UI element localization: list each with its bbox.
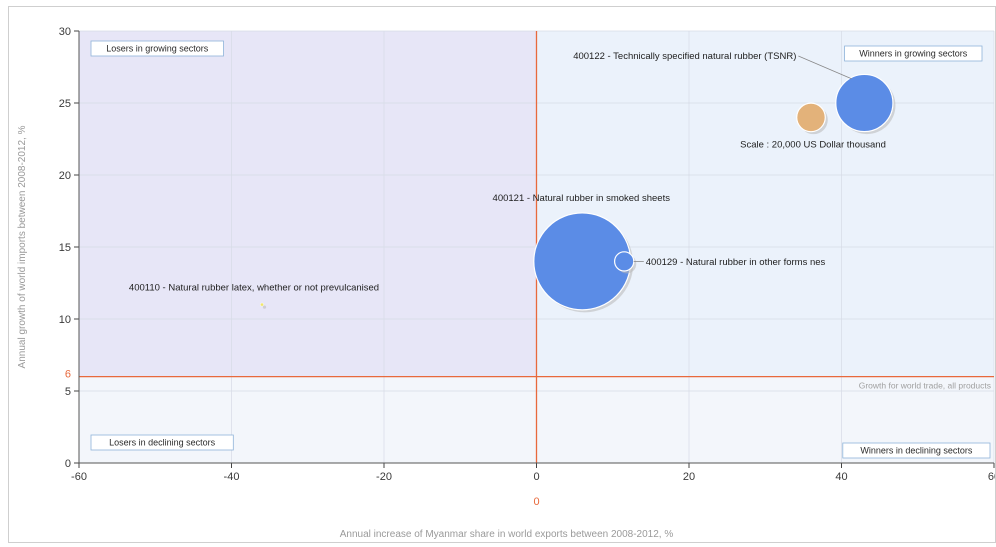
reference-x-value: 0 xyxy=(533,496,539,508)
quadrant-top-left xyxy=(79,31,537,377)
x-tick-label: -20 xyxy=(376,471,392,483)
reference-y-value: 6 xyxy=(65,369,71,381)
quadrant-label-bottom-right-box xyxy=(842,442,991,459)
axes: -60 -40 -20 0 20 40 60 0 5 10 15 20 25 30 xyxy=(59,26,996,483)
bubbles xyxy=(260,73,896,313)
y-tick-label: 0 xyxy=(65,458,71,470)
x-tick-label: 20 xyxy=(683,471,695,483)
quadrant-label-top-left: Losers in growing sectors xyxy=(106,44,209,54)
quadrant-labels: Losers in growing sectors Winners in grow… xyxy=(90,40,991,459)
quadrant-label-bottom-right: Winners in declining sectors xyxy=(860,446,973,456)
chart-frame: 0 6 Growth for world trade, all products -… xyxy=(8,6,996,543)
y-tick-label: 30 xyxy=(59,26,71,38)
quadrant-label-top-right: Winners in growing sectors xyxy=(859,49,968,59)
y-tick-label: 10 xyxy=(59,314,71,326)
bubble-label-400110: 400110 - Natural rubber latex, whether o… xyxy=(129,283,379,294)
leader-line-400122 xyxy=(798,55,852,80)
x-axis-title: Annual increase of Myanmar share in worl… xyxy=(340,529,674,540)
quadrant-label-bottom-left-box xyxy=(90,434,234,451)
bubble-label-400121: 400121 - Natural rubber in smoked sheets xyxy=(493,193,671,204)
bubble-scale xyxy=(796,102,826,133)
y-tick-label: 15 xyxy=(59,242,71,254)
y-tick-label: 5 xyxy=(65,386,71,398)
bubble-chart: 0 6 Growth for world trade, all products -… xyxy=(17,26,996,540)
bubble-labels: 400110 - Natural rubber latex, whether o… xyxy=(129,51,886,294)
y-tick-label: 20 xyxy=(59,170,71,182)
bubble-400110-shadow xyxy=(262,305,267,309)
reference-line-caption: Growth for world trade, all products xyxy=(859,381,991,391)
bubble-400122 xyxy=(835,73,894,133)
x-tick-label: 60 xyxy=(988,471,995,483)
x-tick-label: -60 xyxy=(71,471,87,483)
x-tick-label: 0 xyxy=(533,471,539,483)
y-axis-title: Annual growth of world imports between 2… xyxy=(17,125,28,368)
quadrant-label-top-left-box xyxy=(90,40,224,57)
bubble-400129 xyxy=(614,251,635,272)
bubble-400110 xyxy=(260,302,264,307)
y-tick-label: 25 xyxy=(59,98,71,110)
quadrant-label-bottom-left: Losers in declining sectors xyxy=(109,438,216,448)
scale-label: Scale : 20,000 US Dollar thousand xyxy=(740,140,886,151)
x-tick-label: 40 xyxy=(835,471,847,483)
quadrant-label-top-right-box xyxy=(844,45,983,62)
x-tick-label: -40 xyxy=(224,471,240,483)
bubble-label-400122: 400122 - Technically specified natural r… xyxy=(573,51,796,62)
bubble-label-400129: 400129 - Natural rubber in other forms n… xyxy=(646,257,826,268)
